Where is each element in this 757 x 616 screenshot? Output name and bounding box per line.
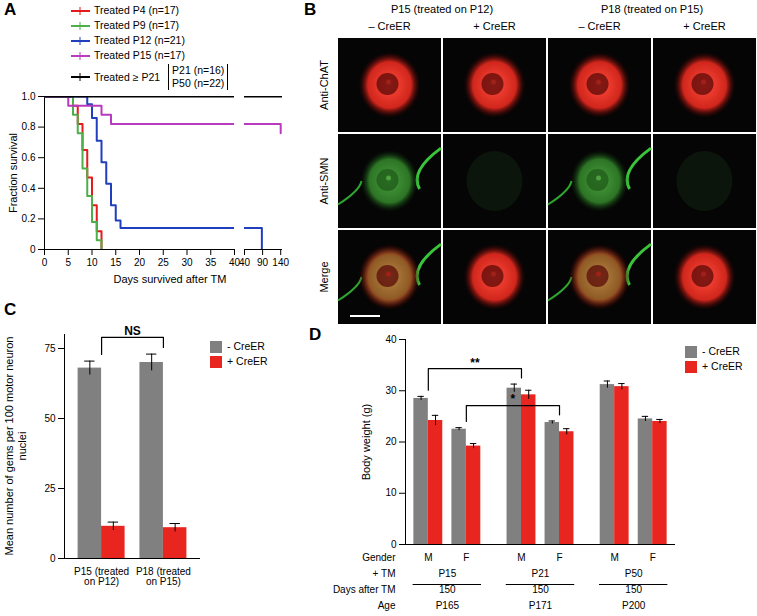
svg-text:Age: Age: [378, 600, 396, 611]
svg-text:P15 (treatedon P12): P15 (treatedon P12): [74, 566, 129, 587]
svg-text:P15 (treated on P12): P15 (treated on P12): [391, 3, 493, 15]
html-text:Days survived after TM: Days survived after TM: [113, 273, 227, 285]
svg-text:40: 40: [228, 256, 241, 268]
svg-text:0.6: 0.6: [22, 152, 36, 163]
svg-text:F: F: [556, 552, 562, 563]
svg-text:**: **: [470, 356, 480, 370]
html-text:Body weight (g): Body weight (g): [358, 403, 371, 480]
svg-text:140: 140: [272, 257, 289, 268]
svg-text:0: 0: [50, 553, 56, 564]
svg-text:150: 150: [625, 584, 642, 595]
svg-text:Merge: Merge: [318, 261, 330, 292]
svg-text:+ CreER: + CreER: [683, 20, 726, 32]
svg-text:F: F: [650, 552, 656, 563]
html-text:Treated ≥ P21: Treated ≥ P21: [94, 70, 161, 83]
svg-text:Days after TM: Days after TM: [333, 584, 396, 595]
svg-text:Anti-SMN: Anti-SMN: [318, 157, 330, 204]
svg-text:20: 20: [134, 257, 146, 268]
html-text:A: A: [4, 0, 17, 19]
svg-text:0: 0: [30, 244, 36, 255]
svg-text:5: 5: [65, 257, 71, 268]
svg-text:P171: P171: [529, 600, 553, 611]
svg-text:M: M: [517, 552, 525, 563]
svg-text:P18 (treated on P15): P18 (treated on P15): [601, 3, 703, 15]
html-text:B: B: [304, 0, 317, 19]
html-text:Mean number of gems per 100 mo: Mean number of gems per 100 motor neuron…: [3, 336, 28, 556]
svg-text:0: 0: [42, 257, 48, 268]
html-text:Fraction survival: Fraction survival: [5, 132, 18, 213]
html-text:+ CreER: + CreER: [227, 355, 268, 367]
svg-text:NS: NS: [124, 324, 141, 338]
svg-text:P21: P21: [532, 568, 550, 579]
svg-text:– CreER: – CreER: [578, 20, 620, 32]
svg-text:Anti-ChAT: Anti-ChAT: [318, 60, 330, 110]
svg-text:40: 40: [239, 257, 251, 268]
html-text:- CreER: - CreER: [227, 340, 265, 352]
svg-text:M: M: [610, 552, 618, 563]
svg-text:+ TM: + TM: [373, 568, 396, 579]
svg-text:Gender: Gender: [362, 552, 396, 563]
html-text:D: D: [309, 325, 322, 344]
html-text:+ CreER: + CreER: [702, 360, 743, 372]
svg-text:+ CreER: + CreER: [473, 20, 516, 32]
svg-text:P18 (treatedon P15): P18 (treatedon P15): [136, 566, 191, 587]
svg-text:50: 50: [44, 413, 56, 424]
svg-text:0.4: 0.4: [22, 183, 36, 194]
svg-text:F: F: [463, 552, 469, 563]
svg-text:– CreER: – CreER: [368, 20, 410, 32]
svg-text:40: 40: [385, 334, 397, 345]
svg-text:0: 0: [391, 539, 397, 550]
html-text:Treated P12 (n=21): Treated P12 (n=21): [94, 34, 185, 46]
svg-text:90: 90: [257, 257, 269, 268]
html-text:Treated P4 (n=17): Treated P4 (n=17): [94, 4, 180, 16]
svg-text:10: 10: [385, 487, 397, 498]
svg-text:P50: P50: [625, 568, 643, 579]
svg-text:150: 150: [439, 584, 456, 595]
html-text:P21 (n=16): P21 (n=16): [172, 64, 225, 76]
svg-text:*: *: [511, 392, 516, 406]
svg-text:M: M: [424, 552, 432, 563]
svg-text:P15: P15: [438, 568, 456, 579]
svg-text:P200: P200: [622, 600, 646, 611]
svg-text:0.2: 0.2: [22, 213, 36, 224]
svg-text:35: 35: [205, 257, 217, 268]
svg-text:10: 10: [86, 257, 98, 268]
svg-text:P165: P165: [436, 600, 460, 611]
svg-text:75: 75: [44, 343, 56, 354]
html-text:Treated P15 (n=17): Treated P15 (n=17): [94, 49, 185, 61]
html-text:Treated P9 (n=17): Treated P9 (n=17): [94, 19, 180, 31]
svg-text:25: 25: [44, 483, 56, 494]
svg-text:30: 30: [385, 385, 397, 396]
html-text:C: C: [4, 300, 17, 319]
svg-text:150: 150: [532, 584, 549, 595]
svg-text:30: 30: [181, 257, 193, 268]
svg-text:15: 15: [110, 257, 122, 268]
svg-text:0.8: 0.8: [22, 121, 36, 132]
html-text:P50 (n=22): P50 (n=22): [172, 77, 225, 89]
svg-text:1.0: 1.0: [22, 91, 36, 102]
svg-text:20: 20: [385, 436, 397, 447]
svg-text:25: 25: [158, 257, 170, 268]
html-text:- CreER: - CreER: [702, 345, 740, 357]
